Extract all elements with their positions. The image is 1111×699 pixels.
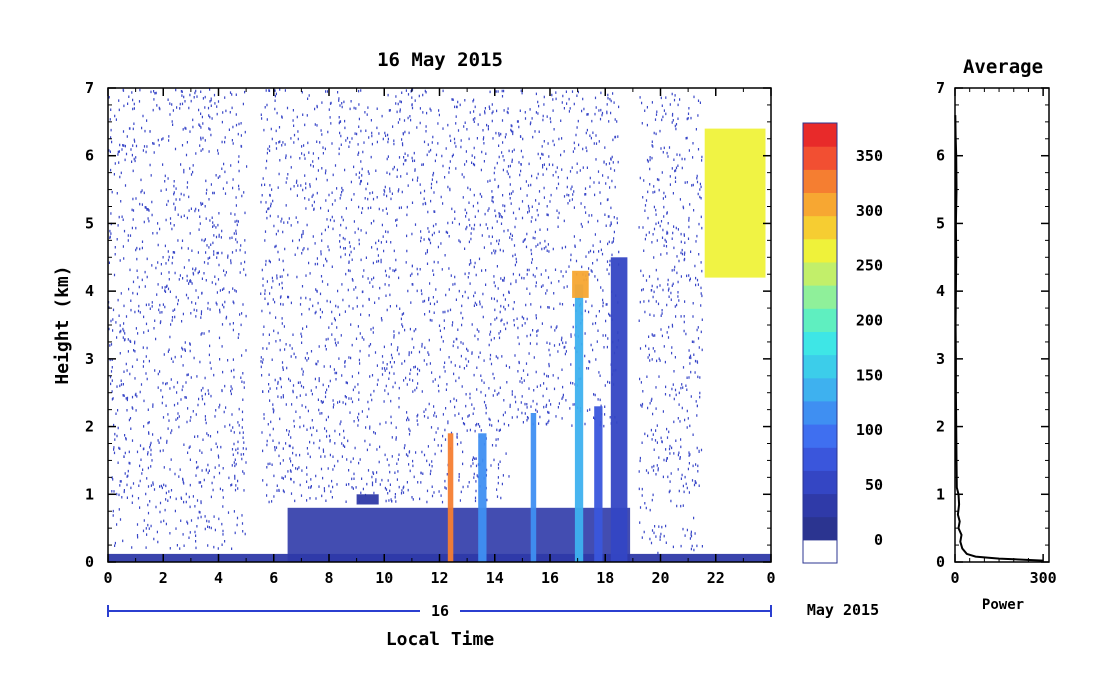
colorbar-swatch	[803, 539, 837, 564]
echo-elevated-layer	[356, 494, 379, 505]
x-tick-label: 10	[375, 569, 393, 587]
x-tick-label: 6	[269, 569, 278, 587]
colorbar-swatch	[803, 516, 837, 541]
chart-title: 16 May 2015	[377, 49, 503, 71]
colorbar-tick-label: 100	[856, 421, 883, 439]
average-x-label: Power	[982, 597, 1024, 613]
x-tick-label: 8	[324, 569, 333, 587]
colorbar-frame	[802, 122, 838, 564]
x-tick-label: 0	[766, 569, 775, 587]
x-tick-label: 2	[159, 569, 168, 587]
y-axis-label: Height (km)	[52, 265, 73, 384]
echo-boundary-layer	[287, 507, 631, 562]
x-axis-label: Local Time	[386, 629, 495, 650]
echo-cloud-column	[478, 433, 487, 562]
colorbar-tick-label: 200	[856, 312, 883, 330]
avg-y-tick-label: 0	[936, 553, 945, 571]
colorbar-swatch	[803, 354, 837, 379]
echo-elevated-layer	[572, 270, 589, 298]
colorbar-tick-label: 350	[856, 147, 883, 165]
echo-cloud-column	[594, 406, 603, 562]
x-tick-label: 14	[486, 569, 504, 587]
y-tick-label: 7	[85, 79, 94, 97]
colorbar-swatch	[803, 169, 837, 193]
avg-x-tick-label: 300	[1030, 569, 1057, 587]
colorbar-swatch	[803, 308, 837, 332]
avg-y-tick-label: 7	[936, 79, 945, 97]
colorbar-swatch	[803, 447, 837, 471]
average-profile-plot: 0 1 2 3 4 5 6 7 0 300	[936, 79, 1057, 587]
noise-region	[638, 92, 703, 555]
noise-speckle	[638, 92, 703, 555]
x-tick-label: 18	[596, 569, 614, 587]
colorbar-tick-label: 150	[856, 366, 883, 384]
average-height-axis: 0 1 2 3 4 5 6 7	[936, 79, 1049, 571]
avg-y-tick-label: 1	[936, 485, 945, 503]
date-bar-day: 16	[431, 602, 449, 620]
x-tick-label: 4	[214, 569, 223, 587]
avg-y-tick-label: 5	[936, 214, 945, 232]
y-tick-label: 2	[85, 418, 94, 436]
average-plot-frame	[954, 87, 1050, 563]
colorbar-swatch	[803, 215, 837, 240]
colorbar-swatch	[803, 493, 837, 518]
y-tick-label: 0	[85, 553, 94, 571]
colorbar-swatch	[803, 261, 837, 286]
echo-cloud-column	[610, 257, 628, 562]
avg-x-tick-label: 0	[950, 569, 959, 587]
echo-high-cloud	[704, 128, 766, 278]
colorbar-tick-label: 300	[856, 202, 883, 220]
colorbar-swatch	[803, 377, 837, 402]
height-axis: 0 1 2 3 4 5 6 7	[85, 79, 771, 571]
colorbar-swatch	[803, 123, 837, 147]
y-tick-label: 1	[85, 485, 94, 503]
power-axis: 0 300	[950, 88, 1057, 587]
noise-speckle-layer	[108, 88, 703, 555]
echo-cloud-column	[447, 433, 454, 562]
colorbar-swatch	[803, 424, 837, 448]
avg-y-tick-label: 4	[936, 282, 945, 300]
avg-y-tick-label: 6	[936, 147, 945, 165]
y-tick-label: 6	[85, 147, 94, 165]
avg-y-tick-label: 2	[936, 418, 945, 436]
y-tick-label: 4	[85, 282, 94, 300]
colorbar-swatch	[803, 400, 837, 425]
y-tick-label: 5	[85, 214, 94, 232]
x-tick-label: 12	[430, 569, 448, 587]
time-axis: 0 2 4 6 8 10 12 14 16 18 20 22 0	[103, 88, 776, 587]
colorbar-swatch	[803, 470, 837, 495]
echo-cloud-column	[574, 284, 584, 562]
colorbar: 0 50 100 150 200 250 300 350	[802, 122, 883, 564]
noise-speckle	[108, 88, 248, 551]
colorbar-swatch	[803, 238, 837, 263]
colorbar-swatch	[803, 192, 837, 217]
heatmap-plot	[107, 87, 772, 563]
x-tick-label: 20	[651, 569, 669, 587]
echo-cloud-column	[530, 413, 537, 562]
x-tick-label: 16	[541, 569, 559, 587]
colorbar-swatch	[803, 331, 837, 356]
x-tick-label: 0	[103, 569, 112, 587]
avg-y-tick-label: 3	[936, 350, 945, 368]
date-bar-month-year: May 2015	[807, 601, 879, 619]
date-bar: 16 May 2015	[107, 601, 879, 620]
noise-region	[108, 88, 248, 551]
average-power-line	[954, 115, 1044, 562]
colorbar-tick-label: 50	[865, 476, 883, 494]
y-tick-label: 3	[85, 350, 94, 368]
colorbar-swatch	[803, 146, 837, 170]
average-panel-title: Average	[963, 56, 1043, 78]
colorbar-tick-label: 0	[874, 531, 883, 549]
colorbar-swatch	[803, 285, 837, 309]
colorbar-tick-label: 250	[856, 257, 883, 275]
x-tick-label: 22	[707, 569, 725, 587]
